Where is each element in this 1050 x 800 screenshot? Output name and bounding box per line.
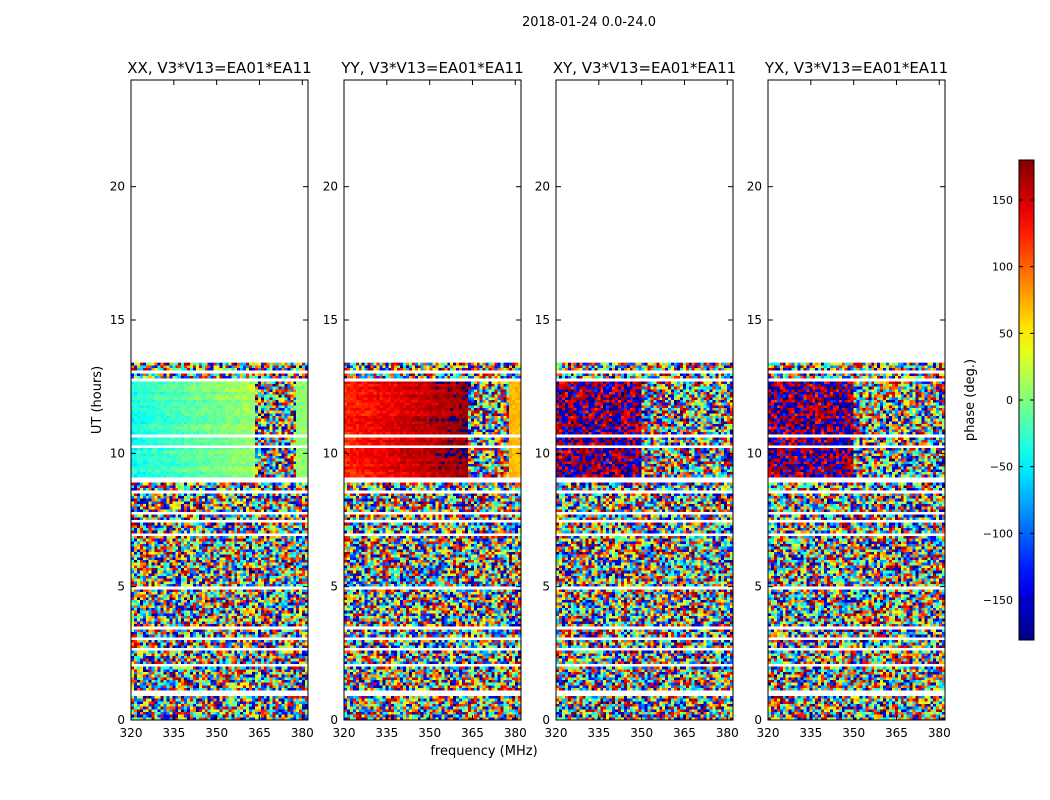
colorbar-tick-label: 50 [999,327,1013,340]
x-tick-label: 380 [716,726,739,740]
x-tick-label: 380 [504,726,527,740]
y-tick-label: 5 [754,580,762,594]
y-tick-label: 10 [747,446,762,460]
y-axis-label: UT (hours) [90,366,105,434]
panel-title: YX, V3*V13=EA01*EA11 [764,59,948,77]
heatmap-image [131,362,308,720]
y-tick-label: 0 [754,713,762,727]
panel-xx: XX, V3*V13=EA01*EA11 320 335 350 365 380 0 5 10 1… [110,59,314,740]
x-tick-label: 335 [587,726,610,740]
colorbar-tick-label: −100 [983,527,1013,540]
x-tick-label: 320 [757,726,780,740]
x-tick-label: 335 [799,726,822,740]
y-tick-label: 0 [542,713,550,727]
x-tick-label: 350 [418,726,441,740]
y-tick-label: 20 [535,180,550,194]
colorbar-tick-label: −150 [983,594,1013,607]
x-tick-label: 320 [545,726,568,740]
x-tick-label: 365 [885,726,908,740]
colorbar-tick-label: 150 [992,194,1013,207]
colorbar: 150 100 50 0 −50 −100 −150 [983,159,1035,641]
figure-suptitle: 2018-01-24 0.0-24.0 [522,15,656,30]
y-tick-label: 15 [110,313,125,327]
panel-yy: YY, V3*V13=EA01*EA11 320 335 350 365 380 0 5 10 1… [323,59,527,740]
colorbar-tick-label: −50 [990,461,1013,474]
panel-yx: YX, V3*V13=EA01*EA11 320 335 350 365 380 0 5 10 1… [747,59,951,740]
panel-title: XY, V3*V13=EA01*EA11 [553,59,736,77]
axes-frame [767,79,946,721]
y-tick-label: 20 [323,180,338,194]
panel-title: XX, V3*V13=EA01*EA11 [127,59,311,77]
x-tick-label: 320 [120,726,143,740]
x-tick-label: 350 [842,726,865,740]
y-tick-label: 0 [330,713,338,727]
x-axis-label: frequency (MHz) [430,744,537,759]
heatmap-image [768,362,945,720]
x-tick-label: 335 [162,726,185,740]
y-tick-label: 5 [330,580,338,594]
x-tick-label: 380 [291,726,314,740]
colorbar-tick-label: 0 [1006,394,1013,407]
y-tick-label: 10 [110,446,125,460]
x-tick-label: 335 [375,726,398,740]
heatmap-image [556,362,733,720]
axes-frame [130,79,309,721]
y-tick-label: 15 [747,313,762,327]
y-tick-label: 20 [110,180,125,194]
y-tick-label: 5 [117,580,125,594]
heatmap-image [344,362,521,720]
axes-frame [343,79,522,721]
y-tick-label: 10 [535,446,550,460]
y-tick-label: 20 [747,180,762,194]
y-tick-label: 15 [535,313,550,327]
x-tick-label: 365 [248,726,271,740]
colorbar-label: phase (deg.) [963,359,978,441]
y-tick-label: 15 [323,313,338,327]
panels-group: XX, V3*V13=EA01*EA11 320 335 350 365 380 0 5 10 1… [110,59,951,740]
x-tick-label: 365 [461,726,484,740]
x-tick-label: 320 [333,726,356,740]
y-tick-label: 10 [323,446,338,460]
x-tick-label: 350 [205,726,228,740]
axes-frame [555,79,734,721]
colorbar-tick-label: 100 [992,261,1013,274]
x-tick-label: 350 [630,726,653,740]
y-tick-label: 5 [542,580,550,594]
panel-xy: XY, V3*V13=EA01*EA11 320 335 350 365 380 0 5 10 1… [535,59,739,740]
y-tick-label: 0 [117,713,125,727]
x-tick-label: 365 [673,726,696,740]
panel-title: YY, V3*V13=EA01*EA11 [340,59,523,77]
x-tick-label: 380 [928,726,951,740]
